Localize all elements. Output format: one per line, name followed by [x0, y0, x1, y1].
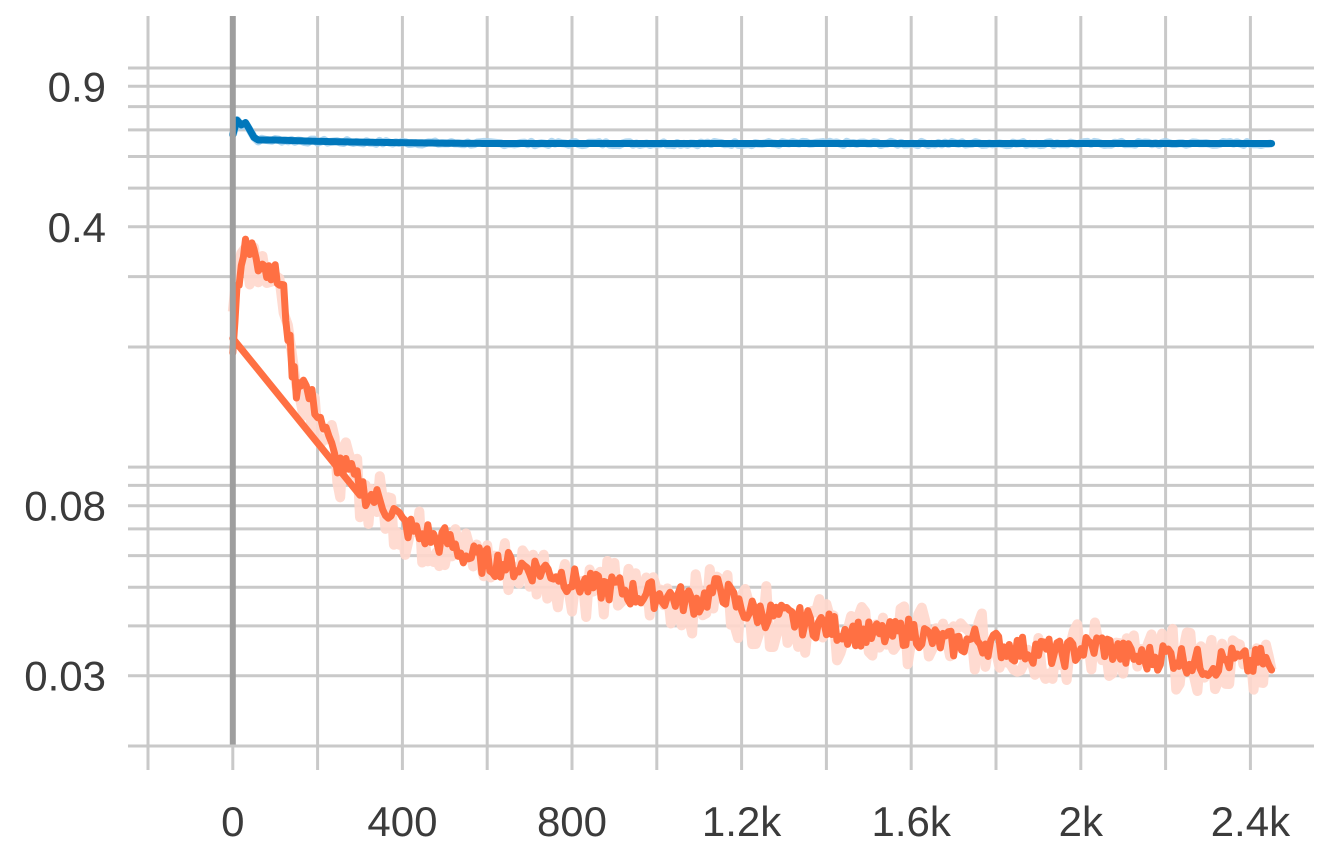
annotation-line: [229, 334, 364, 499]
x-tick-label: 1.6k: [872, 798, 952, 845]
x-tick-label: 2.4k: [1211, 798, 1291, 845]
x-tick-label: 400: [367, 798, 437, 845]
y-tick-label: 0.03: [24, 653, 106, 700]
x-tick-label: 2k: [1059, 798, 1104, 845]
y-tick-label: 0.08: [24, 483, 106, 530]
y-tick-label: 0.4: [48, 204, 106, 251]
series-1-line: [229, 235, 1276, 679]
series-0-line: [229, 116, 1276, 147]
series-lines: [229, 116, 1276, 679]
axes: [148, 16, 1314, 748]
tick-labels: 0 400 800 1.2k 1.6k 2k 2.4k 0.9 0.4 0.08 0.03: [24, 63, 1291, 845]
x-tick-label: 0: [221, 798, 244, 845]
x-tick-label: 1.2k: [702, 798, 782, 845]
x-tick-label: 800: [537, 798, 607, 845]
y-tick-label: 0.9: [48, 63, 106, 110]
